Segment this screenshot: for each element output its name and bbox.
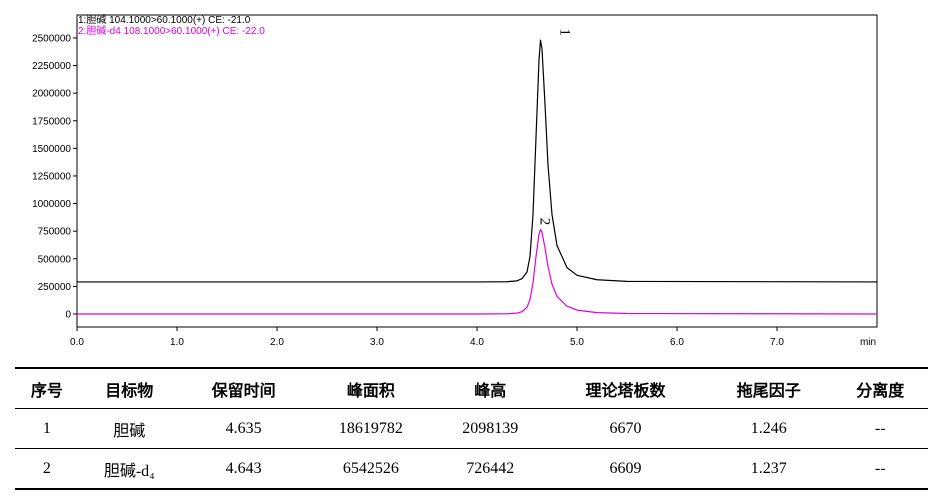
header-cell: 序号 — [15, 367, 79, 409]
header-cell: 保留时间 — [179, 367, 308, 409]
table-cell: 胆碱 — [78, 408, 180, 449]
x-tick-label: 0.0 — [70, 337, 84, 348]
table-cell: 1.237 — [705, 448, 833, 490]
table-cell: 1.246 — [705, 408, 833, 449]
header-cell: 目标物 — [78, 367, 180, 409]
table-cell: 2 — [15, 448, 79, 490]
header-cell: 峰面积 — [307, 367, 435, 409]
y-tick-label: 1750000 — [32, 116, 71, 127]
x-tick-label: 7.0 — [770, 337, 784, 348]
y-tick-label: 2000000 — [32, 89, 71, 100]
header-cell: 分离度 — [832, 367, 928, 409]
result-table: 序号 目标物 保留时间 峰面积 峰高 理论塔板数 拖尾因子 分离度 1 胆碱 4.635 186197… — [15, 367, 928, 490]
table-cell: 6609 — [545, 448, 706, 490]
y-tick-label: 1000000 — [32, 199, 71, 210]
y-tick-label: 2250000 — [32, 61, 71, 72]
table-cell: 6670 — [545, 408, 706, 449]
peak-label: 1 — [557, 28, 573, 36]
header-row: 序号 目标物 保留时间 峰面积 峰高 理论塔板数 拖尾因子 分离度 — [15, 367, 928, 409]
table-cell: 1 — [15, 408, 79, 449]
table-cell: 4.643 — [179, 448, 308, 490]
table-cell: -- — [832, 408, 928, 449]
table-row: 1 胆碱 4.635 18619782 2098139 6670 1.246 -- — [15, 408, 928, 449]
x-tick-label: 1.0 — [170, 337, 184, 348]
plot-frame — [76, 14, 878, 328]
header-cell: 峰高 — [434, 367, 546, 409]
table-body: 1 胆碱 4.635 18619782 2098139 6670 1.246 -- 2 胆碱-d₄… — [15, 408, 928, 490]
table-cell: 2098139 — [434, 408, 546, 449]
y-tick-label: 750000 — [38, 227, 72, 238]
series-line — [77, 39, 878, 283]
header-cell: 拖尾因子 — [705, 367, 833, 409]
header-cell: 理论塔板数 — [545, 367, 706, 409]
legend-entry: 1:胆碱 104.1000>60.1000(+) CE: -21.0 — [78, 14, 251, 26]
table-row: 2 胆碱-d₄ 4.643 6542526 726442 6609 1.237 -- — [15, 448, 928, 490]
x-tick-label: 5.0 — [570, 337, 584, 348]
y-tick-label: 1500000 — [32, 144, 71, 155]
table-cell: 6542526 — [307, 448, 435, 490]
y-tick-label: 1250000 — [32, 171, 71, 182]
chart: 0 250000 500000 750000 1000000 1250000 1500000… — [32, 14, 878, 348]
legend-entry: 2:胆碱-d4 108.1000>60.1000(+) CE: -22.0 — [78, 25, 265, 37]
table-cell: 胆碱-d₄ — [78, 448, 180, 490]
y-tick-label: 250000 — [38, 282, 72, 293]
table-cell: 4.635 — [179, 408, 308, 449]
x-tick-label: 6.0 — [670, 337, 684, 348]
table-cell: 18619782 — [307, 408, 435, 449]
table-cell: -- — [832, 448, 928, 490]
x-tick-label: 3.0 — [370, 337, 384, 348]
x-tick-label: 2.0 — [270, 337, 284, 348]
y-tick-label: 2500000 — [32, 33, 71, 44]
table-cell: 726442 — [434, 448, 546, 490]
x-axis-label: min — [860, 337, 876, 348]
series-line — [77, 228, 878, 315]
y-tick-label: 0 — [65, 309, 71, 320]
peak-label: 2 — [537, 218, 553, 226]
y-tick-label: 500000 — [38, 254, 72, 265]
x-tick-label: 4.0 — [470, 337, 484, 348]
